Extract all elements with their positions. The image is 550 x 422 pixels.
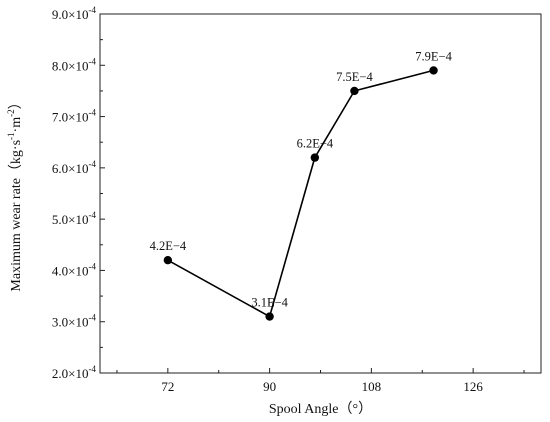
y-tick-label: 6.0×10-4	[52, 159, 97, 176]
data-label: 7.5E−4	[336, 70, 373, 84]
y-tick-exponent: -4	[89, 364, 97, 374]
y-axis-label-sup2: -2	[6, 109, 16, 117]
y-tick-label: 7.0×10-4	[52, 108, 97, 125]
y-tick-mantissa: 6.0×10	[52, 161, 89, 176]
y-axis-label: Maximum wear rate（kg·s-1·m-2）	[6, 95, 24, 291]
x-tick-label: 72	[161, 379, 174, 394]
series-line	[167, 69, 434, 318]
y-axis-label-sup1: -1	[6, 132, 16, 140]
y-tick-mantissa: 3.0×10	[52, 315, 89, 330]
x-tick-label: 108	[362, 379, 382, 394]
y-tick-mantissa: 9.0×10	[52, 7, 89, 22]
y-tick-mantissa: 7.0×10	[52, 110, 89, 125]
y-tick-exponent: -4	[89, 261, 97, 271]
data-point	[265, 312, 274, 321]
y-tick-label: 5.0×10-4	[52, 210, 97, 227]
y-tick-exponent: -4	[89, 210, 97, 220]
plot-frame	[99, 13, 542, 374]
y-tick-exponent: -4	[89, 313, 97, 323]
series-group: 4.2E−4 3.1E−4 6.2E−4 7.5E−4 7.9E−4	[150, 49, 453, 321]
data-point	[310, 153, 320, 162]
data-point	[429, 66, 438, 75]
data-label: 4.2E−4	[150, 239, 187, 253]
y-axis-label-mid: ·m	[9, 117, 24, 133]
y-tick-label: 3.0×10-4	[52, 313, 97, 330]
y-tick-mantissa: 4.0×10	[52, 263, 89, 278]
y-tick-mantissa: 5.0×10	[52, 212, 89, 227]
y-tick-label: 9.0×10-4	[52, 5, 97, 22]
data-label: 3.1E−4	[251, 296, 288, 310]
y-axis-label-end: ）	[8, 95, 24, 109]
y-tick-exponent: -4	[89, 108, 97, 118]
y-tick-mantissa: 8.0×10	[52, 58, 89, 73]
data-label: 6.2E−4	[297, 137, 334, 151]
axes	[99, 13, 542, 374]
y-axis-label-main: Maximum wear rate（kg·s	[8, 140, 24, 292]
data-label: 7.9E−4	[415, 49, 452, 63]
y-tick-label: 8.0×10-4	[52, 56, 97, 73]
data-point	[350, 86, 359, 96]
data-point	[163, 255, 173, 265]
y-tick-exponent: -4	[89, 5, 97, 15]
x-tick-label: 126	[463, 379, 483, 394]
y-tick-label: 2.0×10-4	[52, 364, 97, 381]
x-axis-label: Spool Angle（°）	[269, 401, 372, 417]
y-tick-mantissa: 2.0×10	[52, 366, 89, 381]
y-tick-label: 4.0×10-4	[52, 261, 97, 278]
y-tick-exponent: -4	[89, 56, 97, 66]
x-ticks: 72 90 108 126	[116, 368, 525, 394]
x-tick-label: 90	[263, 379, 276, 394]
y-ticks: 2.0×10-43.0×10-44.0×10-45.0×10-46.0×10-4…	[52, 5, 105, 381]
y-tick-exponent: -4	[89, 159, 97, 169]
